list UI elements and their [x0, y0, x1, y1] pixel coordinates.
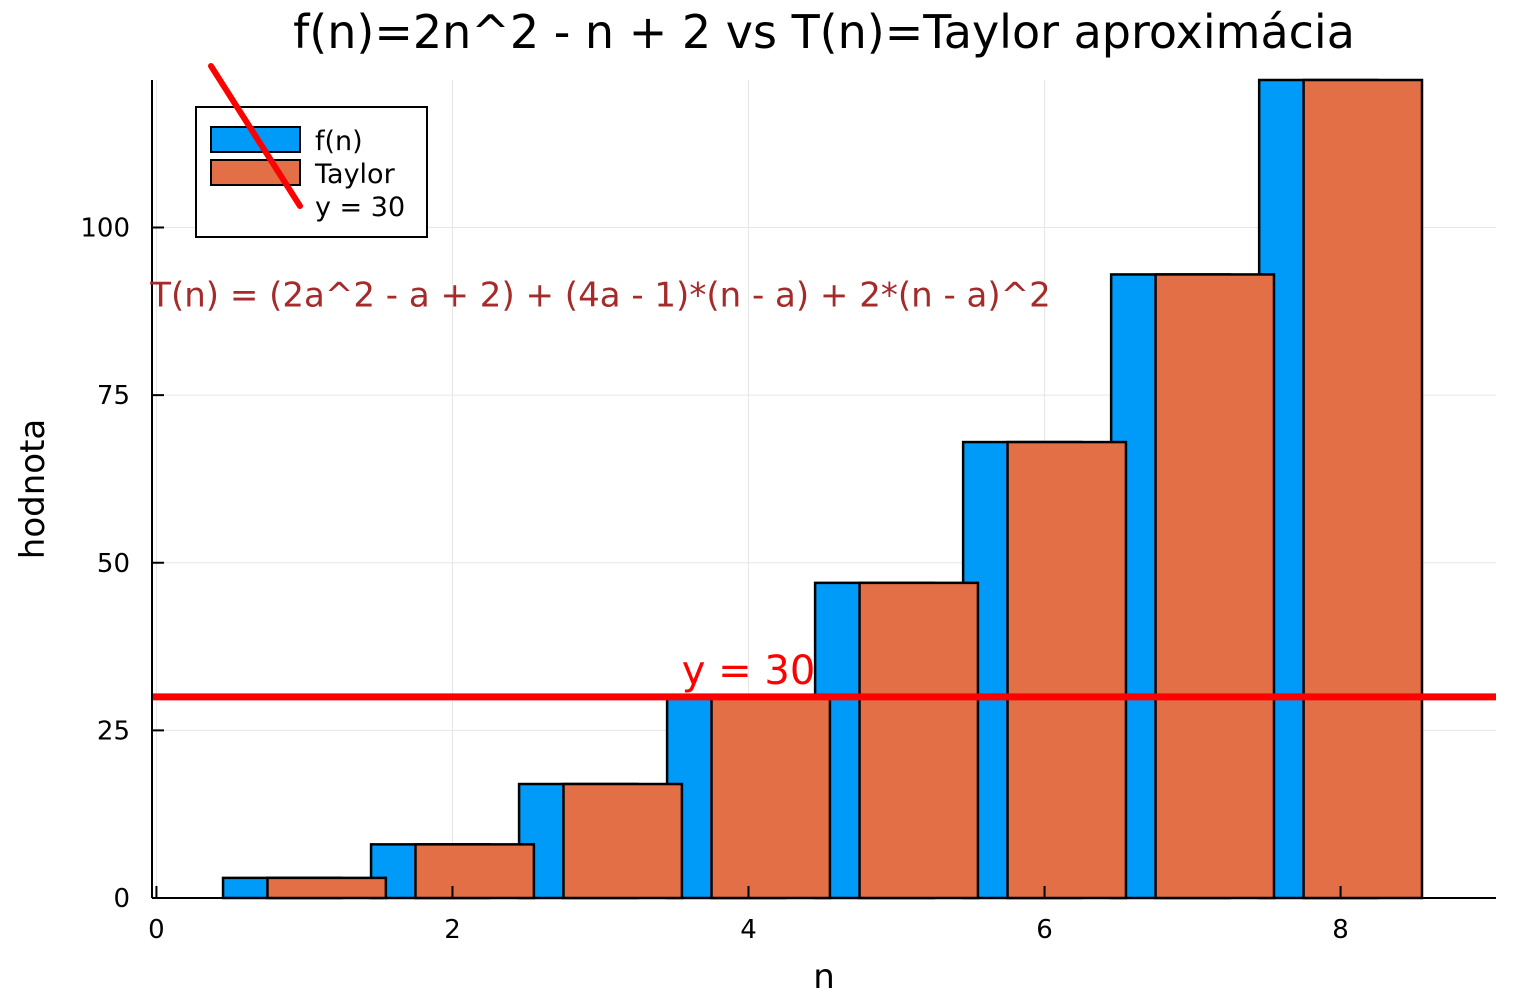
bar-taylor: [1006, 440, 1128, 900]
chart-title: f(n)=2n^2 - n + 2 vs T(n)=Taylor aproxim…: [293, 5, 1355, 59]
y-tick-label: 50: [97, 549, 130, 579]
x-tick-label: 6: [1036, 915, 1053, 945]
legend-label: f(n): [315, 126, 363, 157]
formula-annotation: T(n) = (2a^2 - a + 2) + (4a - 1)*(n - a)…: [149, 276, 1051, 316]
legend-line: [208, 63, 303, 209]
bar-taylor: [414, 843, 536, 900]
tick-labels: 0 2 4 6 8 0 25 50 75 100: [80, 214, 1348, 945]
y-tick-label: 75: [97, 381, 130, 411]
x-axis-label: n: [813, 957, 835, 997]
bar-taylor: [1154, 273, 1276, 900]
hline-annotation: y = 30: [682, 648, 816, 694]
legend-label: y = 30: [315, 192, 405, 223]
y-tick-label: 0: [113, 884, 130, 914]
y-tick-label: 100: [80, 214, 130, 244]
bar-taylor: [562, 782, 684, 900]
bar-taylor: [266, 876, 388, 900]
y-tick-label: 25: [97, 716, 130, 746]
axes: [151, 80, 1496, 899]
x-tick-label: 0: [148, 915, 165, 945]
bar-taylor: [1302, 78, 1424, 900]
bar-taylor: [858, 581, 980, 900]
annotations: T(n) = (2a^2 - a + 2) + (4a - 1)*(n - a)…: [149, 276, 1051, 694]
y-axis-label: hodnota: [13, 419, 53, 559]
bars: [221, 78, 1424, 900]
legend-label: Taylor: [314, 159, 396, 190]
x-tick-label: 2: [444, 915, 461, 945]
x-tick-label: 4: [740, 915, 757, 945]
bar-taylor: [710, 695, 832, 900]
x-tick-label: 8: [1332, 915, 1349, 945]
